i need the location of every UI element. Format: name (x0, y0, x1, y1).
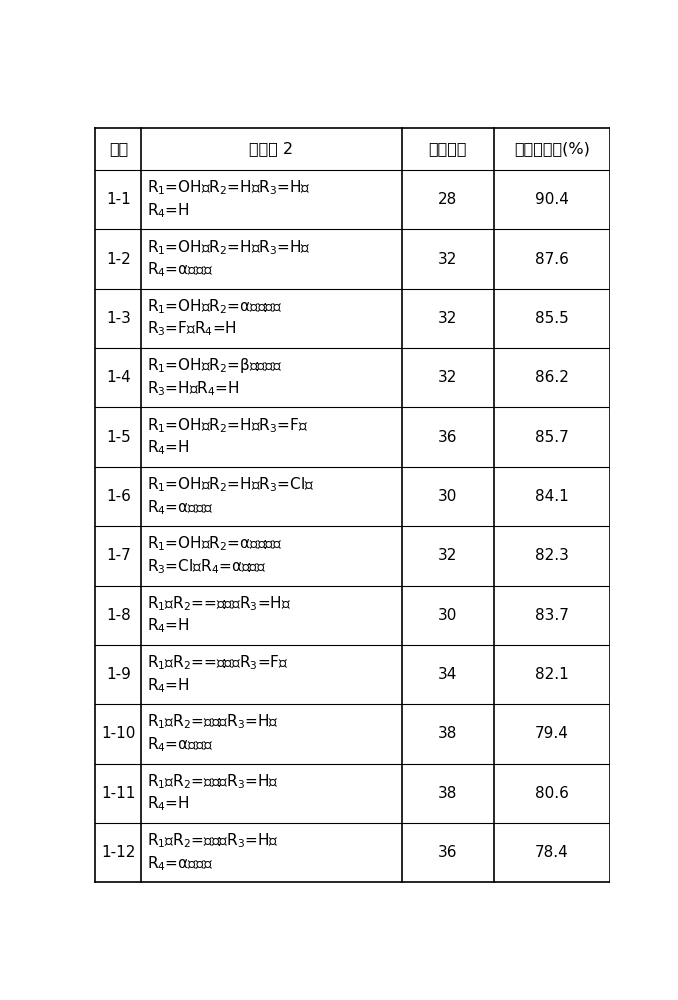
Text: 87.6: 87.6 (535, 252, 569, 267)
Text: 38: 38 (438, 726, 457, 741)
Text: 1-6: 1-6 (106, 489, 131, 504)
Text: 32: 32 (438, 252, 457, 267)
Text: 79.4: 79.4 (535, 726, 569, 741)
Text: R$_3$=Cl，R$_4$=α－甲基: R$_3$=Cl，R$_4$=α－甲基 (146, 557, 266, 576)
Text: 1-5: 1-5 (106, 430, 131, 445)
Text: 序号: 序号 (108, 141, 128, 156)
Text: 38: 38 (438, 786, 457, 801)
Text: R$_4$=H: R$_4$=H (146, 676, 189, 695)
Text: 85.5: 85.5 (535, 311, 569, 326)
Text: 1-9: 1-9 (106, 667, 131, 682)
Text: R$_4$=α－甲基: R$_4$=α－甲基 (146, 498, 213, 517)
Text: 34: 34 (438, 667, 457, 682)
Text: 发酵时间: 发酵时间 (428, 141, 467, 156)
Text: 78.4: 78.4 (535, 845, 569, 860)
Text: 1-3: 1-3 (106, 311, 131, 326)
Text: 底物转化率(%): 底物转化率(%) (514, 141, 590, 156)
Text: R$_1$=OH，R$_2$=α－甲基，: R$_1$=OH，R$_2$=α－甲基， (146, 297, 282, 316)
Text: 85.7: 85.7 (535, 430, 569, 445)
Text: 1-2: 1-2 (106, 252, 131, 267)
Text: 30: 30 (438, 608, 457, 623)
Text: 90.4: 90.4 (535, 192, 569, 207)
Text: R$_4$=α－甲基: R$_4$=α－甲基 (146, 735, 213, 754)
Text: 1-11: 1-11 (101, 786, 136, 801)
Text: R$_1$=OH，R$_2$=β－甲基，: R$_1$=OH，R$_2$=β－甲基， (146, 356, 282, 375)
Text: 1-8: 1-8 (106, 608, 131, 623)
Text: 82.1: 82.1 (535, 667, 569, 682)
Text: 32: 32 (438, 370, 457, 385)
Text: 30: 30 (438, 489, 457, 504)
Text: R$_4$=H: R$_4$=H (146, 438, 189, 457)
Text: R$_1$，R$_2$=双键，R$_3$=H，: R$_1$，R$_2$=双键，R$_3$=H， (146, 713, 278, 731)
Text: 1-10: 1-10 (101, 726, 136, 741)
Text: R$_1$，R$_2$==双键，R$_3$=H，: R$_1$，R$_2$==双键，R$_3$=H， (146, 594, 291, 613)
Text: 36: 36 (438, 430, 458, 445)
Text: 86.2: 86.2 (535, 370, 569, 385)
Text: R$_1$=OH，R$_2$=H，R$_3$=Cl，: R$_1$=OH，R$_2$=H，R$_3$=Cl， (146, 475, 314, 494)
Text: R$_4$=H: R$_4$=H (146, 617, 189, 635)
Text: 28: 28 (438, 192, 457, 207)
Text: 82.3: 82.3 (535, 548, 569, 563)
Text: 1-4: 1-4 (106, 370, 131, 385)
Text: R$_1$，R$_2$==双键，R$_3$=F，: R$_1$，R$_2$==双键，R$_3$=F， (146, 653, 288, 672)
Text: 1-7: 1-7 (106, 548, 131, 563)
Text: R$_4$=H: R$_4$=H (146, 795, 189, 813)
Text: 83.7: 83.7 (535, 608, 569, 623)
Text: R$_1$=OH，R$_2$=α－甲基，: R$_1$=OH，R$_2$=α－甲基， (146, 535, 282, 553)
Text: 80.6: 80.6 (535, 786, 569, 801)
Text: R$_1$=OH，R$_2$=H，R$_3$=F，: R$_1$=OH，R$_2$=H，R$_3$=F， (146, 416, 308, 435)
Text: R$_4$=α－甲基: R$_4$=α－甲基 (146, 260, 213, 279)
Text: 1-1: 1-1 (106, 192, 131, 207)
Text: R$_4$=α－甲基: R$_4$=α－甲基 (146, 854, 213, 873)
Text: 化合物 2: 化合物 2 (250, 141, 294, 156)
Text: 32: 32 (438, 548, 457, 563)
Text: 1-12: 1-12 (101, 845, 136, 860)
Text: R$_1$=OH，R$_2$=H，R$_3$=H，: R$_1$=OH，R$_2$=H，R$_3$=H， (146, 238, 311, 257)
Text: R$_1$，R$_2$=环氧，R$_3$=H，: R$_1$，R$_2$=环氧，R$_3$=H， (146, 831, 278, 850)
Text: R$_1$，R$_2$=环氧，R$_3$=H，: R$_1$，R$_2$=环氧，R$_3$=H， (146, 772, 278, 791)
Text: 36: 36 (438, 845, 458, 860)
Text: 32: 32 (438, 311, 457, 326)
Text: R$_4$=H: R$_4$=H (146, 201, 189, 220)
Text: R$_3$=F，R$_4$=H: R$_3$=F，R$_4$=H (146, 320, 237, 338)
Text: 84.1: 84.1 (535, 489, 569, 504)
Text: R$_1$=OH，R$_2$=H，R$_3$=H，: R$_1$=OH，R$_2$=H，R$_3$=H， (146, 179, 311, 197)
Text: R$_3$=H，R$_4$=H: R$_3$=H，R$_4$=H (146, 379, 239, 398)
